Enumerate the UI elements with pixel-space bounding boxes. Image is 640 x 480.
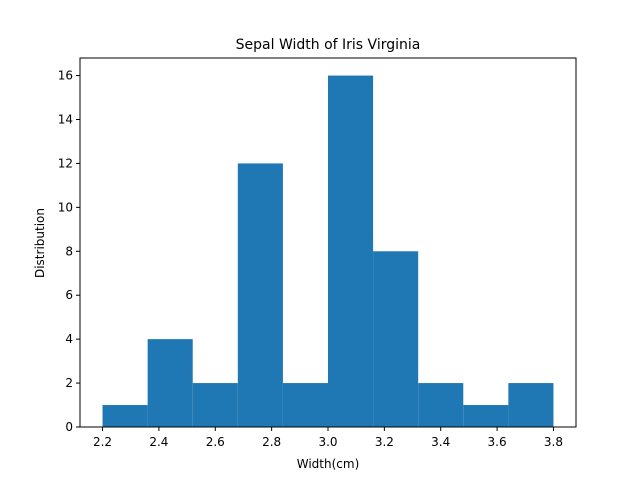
y-tick-label: 12 <box>58 156 73 170</box>
y-tick-label: 16 <box>58 69 73 83</box>
y-axis: 0 2 4 6 8 10 12 14 16 <box>58 69 80 434</box>
x-tick-label: 3.0 <box>318 435 337 449</box>
histogram-bar <box>102 405 148 427</box>
histogram-bar <box>418 383 464 427</box>
histogram-bar <box>237 163 283 427</box>
x-axis: 2.2 2.4 2.6 2.8 3.0 3.2 3.4 3.6 3.8 <box>93 427 563 449</box>
histogram-bar <box>282 383 328 427</box>
x-tick-label: 3.2 <box>375 435 394 449</box>
histogram-bar <box>328 75 374 428</box>
histogram-bar <box>147 339 193 427</box>
y-tick-label: 2 <box>65 376 73 390</box>
x-tick-label: 2.6 <box>206 435 225 449</box>
y-axis-label: Distribution <box>33 208 47 278</box>
y-tick-label: 10 <box>58 200 73 214</box>
histogram-bar <box>463 405 509 427</box>
chart-title: Sepal Width of Iris Virginia <box>236 37 421 53</box>
x-tick-label: 2.8 <box>262 435 281 449</box>
x-tick-label: 3.4 <box>431 435 450 449</box>
y-tick-label: 4 <box>65 332 73 346</box>
histogram-bar <box>373 251 419 427</box>
x-tick-label: 2.2 <box>93 435 112 449</box>
y-tick-label: 14 <box>58 113 73 127</box>
y-tick-label: 6 <box>65 288 73 302</box>
x-tick-label: 3.8 <box>544 435 563 449</box>
histogram-bar <box>508 383 554 427</box>
histogram-bar <box>192 383 238 427</box>
x-axis-label: Width(cm) <box>297 457 360 471</box>
y-tick-label: 8 <box>65 244 73 258</box>
x-tick-label: 3.6 <box>488 435 507 449</box>
bars-group <box>102 75 554 428</box>
x-tick-label: 2.4 <box>149 435 168 449</box>
y-tick-label: 0 <box>65 420 73 434</box>
